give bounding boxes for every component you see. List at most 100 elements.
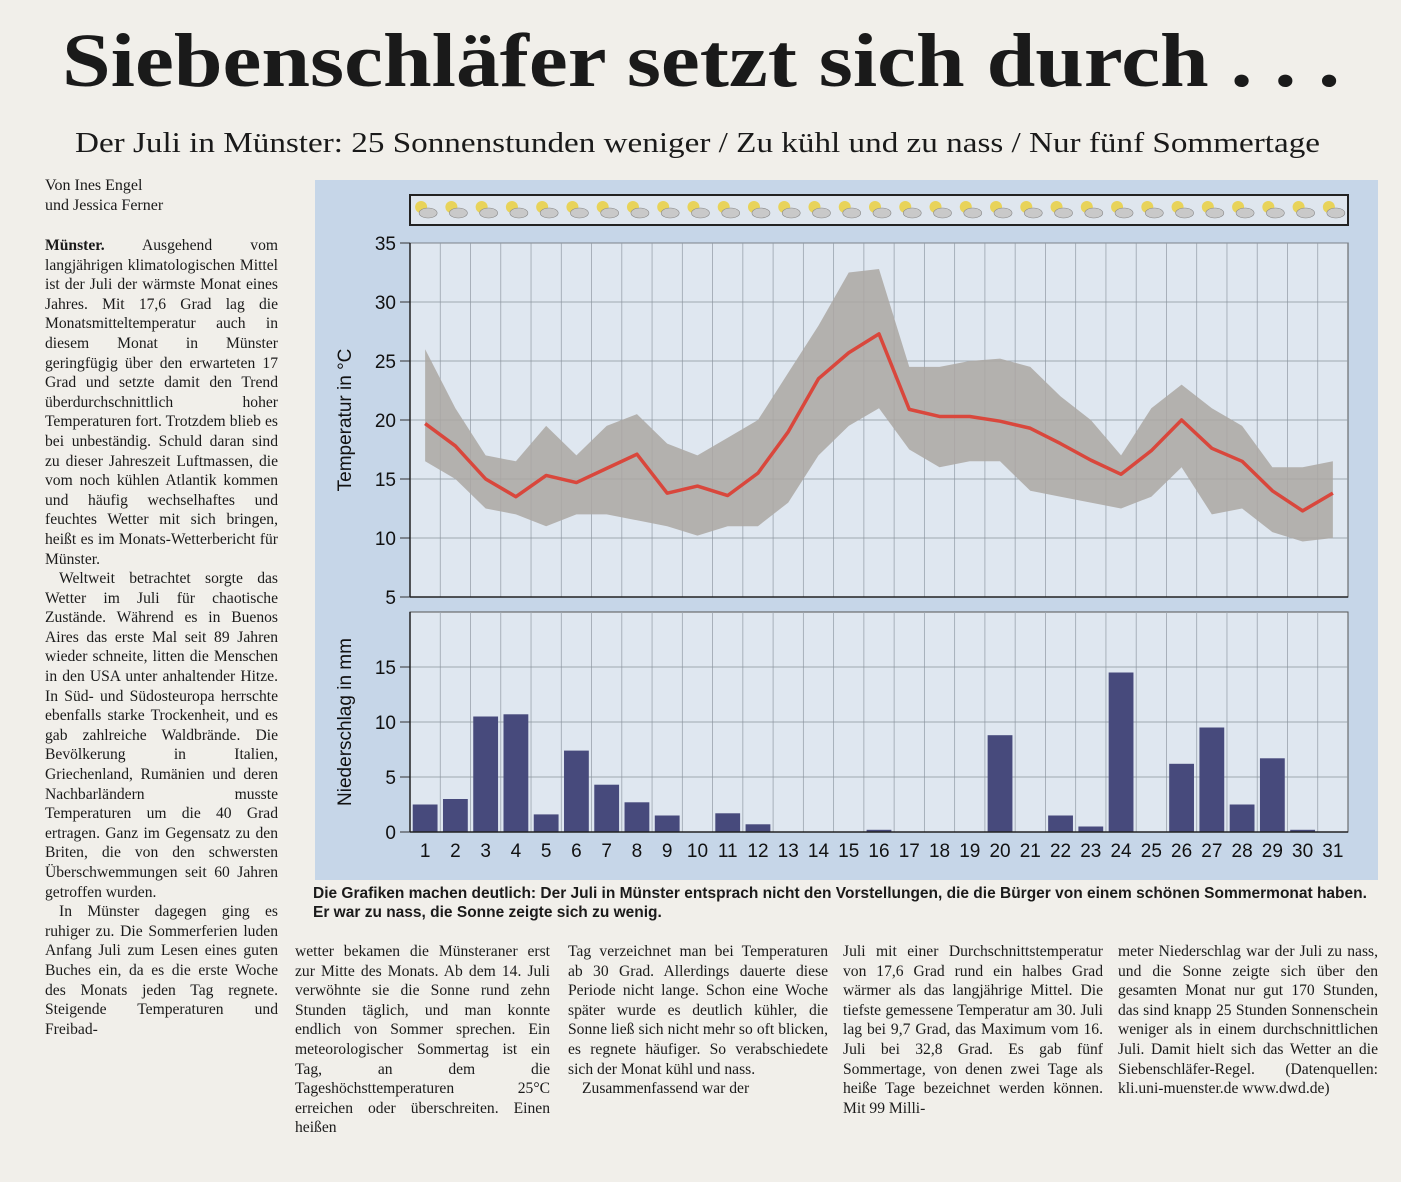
paragraph: In Münster dagegen ging es ruhiger zu. D… bbox=[45, 903, 278, 1038]
bar bbox=[1229, 804, 1255, 832]
x-tick-label: 14 bbox=[808, 841, 830, 862]
x-tick-label: 31 bbox=[1322, 841, 1343, 862]
weather-icon-cloud bbox=[1175, 207, 1194, 219]
lead: Münster. bbox=[45, 237, 105, 254]
paragraph: Juli mit einer Durchschnittstemperatur v… bbox=[843, 943, 1103, 1117]
weather-icon-cloud bbox=[479, 207, 498, 219]
weather-icon-cloud bbox=[539, 207, 559, 219]
x-tick-label: 22 bbox=[1050, 841, 1071, 862]
x-tick-label: 13 bbox=[778, 841, 799, 862]
paragraph: Zusammenfassend war der bbox=[582, 1080, 750, 1098]
bar bbox=[745, 824, 771, 832]
paragraph: wetter bekamen die Münsteraner erst zur … bbox=[295, 943, 550, 1137]
bar bbox=[503, 714, 529, 832]
column: Juli mit einer Durchschnittstemperatur v… bbox=[843, 942, 1103, 1160]
x-tick-label: 15 bbox=[838, 841, 859, 862]
y-tick-label: 5 bbox=[385, 588, 396, 609]
x-tick-label: 20 bbox=[989, 841, 1010, 862]
bar bbox=[442, 799, 468, 832]
weather-icon-cloud bbox=[1054, 207, 1073, 219]
weather-icon-cloud bbox=[902, 207, 922, 219]
paragraph: Weltweit betrachtet sorgte das Wetter im… bbox=[45, 570, 278, 901]
x-tick-label: 25 bbox=[1141, 841, 1162, 862]
headline: Siebenschläfer setzt sich durch . . . bbox=[62, 19, 1340, 103]
weather-icon-cloud bbox=[812, 207, 831, 219]
column: meter Niederschlag war der Juli zu nass,… bbox=[1118, 942, 1378, 1160]
weather-icon-cloud bbox=[1084, 207, 1104, 219]
y-tick-label: 35 bbox=[375, 234, 396, 255]
x-tick-label: 9 bbox=[662, 841, 673, 862]
x-tick-label: 23 bbox=[1080, 841, 1101, 862]
x-tick-label: 29 bbox=[1262, 841, 1283, 862]
weather-icon-cloud bbox=[1326, 207, 1346, 219]
weather-icon-cloud bbox=[751, 207, 771, 219]
bar bbox=[594, 784, 620, 832]
weather-icon-cloud bbox=[1023, 207, 1043, 219]
y-tick-label: 25 bbox=[375, 352, 396, 373]
x-tick-label: 28 bbox=[1232, 841, 1253, 862]
x-tick-label: 7 bbox=[601, 841, 612, 862]
bar bbox=[1290, 829, 1316, 832]
weather-icon-cloud bbox=[1296, 207, 1315, 219]
x-tick-label: 17 bbox=[899, 841, 920, 862]
x-tick-label: 30 bbox=[1292, 841, 1313, 862]
x-tick-label: 12 bbox=[747, 841, 768, 862]
y-axis-label: Temperatur in °C bbox=[335, 349, 356, 492]
x-tick-label: 4 bbox=[511, 841, 522, 862]
bar bbox=[624, 802, 650, 832]
weather-icon-cloud bbox=[691, 207, 710, 219]
x-tick-label: 5 bbox=[541, 841, 552, 862]
x-tick-label: 3 bbox=[480, 841, 491, 862]
subheadline: Der Juli in Münster: 25 Sonnenstunden we… bbox=[75, 128, 1320, 159]
bar bbox=[1259, 758, 1285, 832]
x-tick-label: 11 bbox=[718, 841, 738, 862]
weather-icon-cloud bbox=[1235, 207, 1255, 219]
weather-icon-cloud bbox=[630, 207, 650, 219]
x-tick-label: 1 bbox=[420, 841, 431, 862]
paragraph: Münster. Ausgehend vom langjährigen klim… bbox=[45, 236, 278, 569]
column: Tag verzeichnet man bei Temperaturen ab … bbox=[568, 942, 828, 1160]
y-axis-label: Niederschlag in mm bbox=[335, 638, 356, 806]
x-tick-label: 19 bbox=[959, 841, 980, 862]
y-tick-label: 20 bbox=[375, 411, 396, 432]
weather-icon-cloud bbox=[842, 207, 862, 219]
y-tick-label: 10 bbox=[375, 529, 396, 550]
bar bbox=[715, 813, 741, 832]
weather-icon-cloud bbox=[1145, 207, 1164, 219]
weather-icon-cloud bbox=[418, 207, 438, 219]
byline-line: Von Ines Engel bbox=[45, 177, 143, 194]
weather-icon-cloud bbox=[963, 207, 983, 219]
byline: Von Ines Engel und Jessica Ferner bbox=[45, 176, 163, 216]
weather-icon-cloud bbox=[509, 207, 529, 219]
bar bbox=[987, 735, 1013, 832]
x-tick-label: 8 bbox=[632, 841, 643, 862]
weather-icon-cloud bbox=[872, 207, 892, 219]
x-tick-label: 10 bbox=[687, 841, 708, 862]
paragraph: meter Niederschlag war der Juli zu nass,… bbox=[1118, 943, 1378, 1098]
caption: Die Grafiken machen deutlich: Der Juli i… bbox=[313, 885, 1367, 921]
text: Ausgehend vom langjährigen klimatologisc… bbox=[45, 237, 278, 568]
y-tick-label: 10 bbox=[375, 713, 396, 734]
bar bbox=[564, 750, 589, 832]
bar bbox=[533, 814, 559, 832]
column: Münster. Ausgehend vom langjährigen klim… bbox=[45, 236, 278, 1158]
y-tick-label: 30 bbox=[375, 293, 396, 314]
weather-icon-cloud bbox=[1266, 207, 1285, 219]
bar bbox=[1108, 672, 1134, 832]
bar bbox=[1048, 815, 1073, 832]
weather-icon-cloud bbox=[993, 207, 1013, 219]
bar bbox=[1169, 763, 1194, 832]
byline-line: und Jessica Ferner bbox=[45, 197, 164, 214]
column: wetter bekamen die Münsteraner erst zur … bbox=[295, 942, 550, 1160]
bar bbox=[473, 716, 499, 832]
x-tick-label: 2 bbox=[450, 841, 461, 862]
x-tick-label: 24 bbox=[1110, 841, 1132, 862]
weather-icon-cloud bbox=[449, 207, 468, 219]
weather-icon-cloud bbox=[1205, 207, 1225, 219]
weather-icon-cloud bbox=[1114, 207, 1134, 219]
y-tick-label: 5 bbox=[385, 768, 396, 789]
x-tick-label: 18 bbox=[929, 841, 950, 862]
weather-icon-cloud bbox=[570, 207, 589, 219]
bar bbox=[1078, 826, 1104, 832]
